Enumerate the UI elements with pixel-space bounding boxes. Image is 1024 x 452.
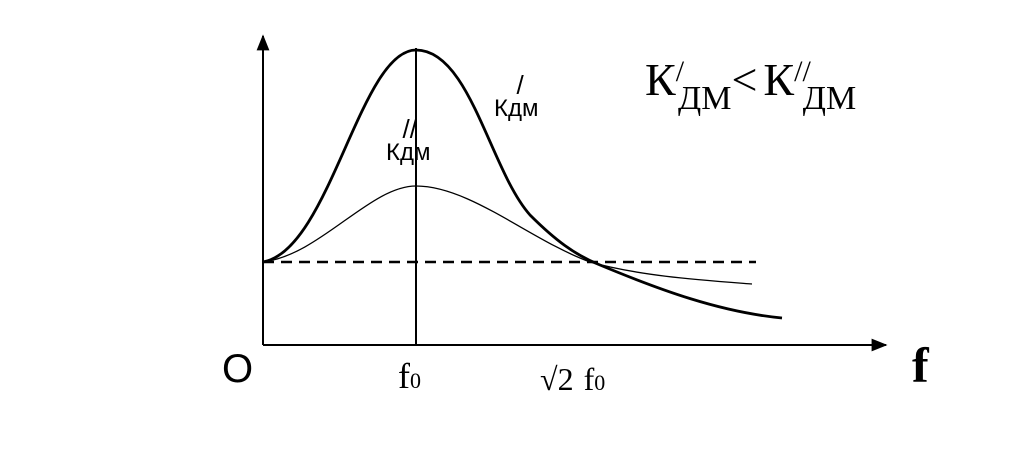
text-part: // bbox=[402, 114, 417, 144]
curve-label: Кдм// bbox=[386, 114, 430, 166]
x-axis-label: f bbox=[912, 337, 930, 393]
relation: К/ДМ< К//ДМ bbox=[645, 54, 856, 117]
origin-label: O bbox=[222, 347, 253, 391]
text-part: // bbox=[794, 55, 811, 88]
text-part: 0 bbox=[594, 370, 605, 395]
curve-thick bbox=[262, 48, 783, 320]
text-part: f bbox=[398, 356, 410, 396]
text-part: 0 bbox=[410, 368, 421, 393]
text-part: / bbox=[516, 70, 524, 100]
text-part: К bbox=[763, 54, 794, 105]
text-part: Кдм bbox=[494, 95, 538, 122]
text-part: f bbox=[584, 361, 595, 397]
text-part: √2 bbox=[540, 361, 574, 397]
text-part: < bbox=[731, 54, 757, 105]
curve-thin bbox=[262, 185, 753, 285]
text-part: / bbox=[676, 55, 685, 88]
text-part: ДМ bbox=[803, 80, 856, 117]
text-part: ДМ bbox=[678, 80, 731, 117]
tick-label: f0 bbox=[398, 356, 421, 396]
tick-label: √2 f0 bbox=[540, 361, 605, 397]
text-part: К bbox=[645, 54, 676, 105]
curve-label: Кдм/ bbox=[494, 70, 538, 122]
text-part: Кдм bbox=[386, 139, 430, 166]
